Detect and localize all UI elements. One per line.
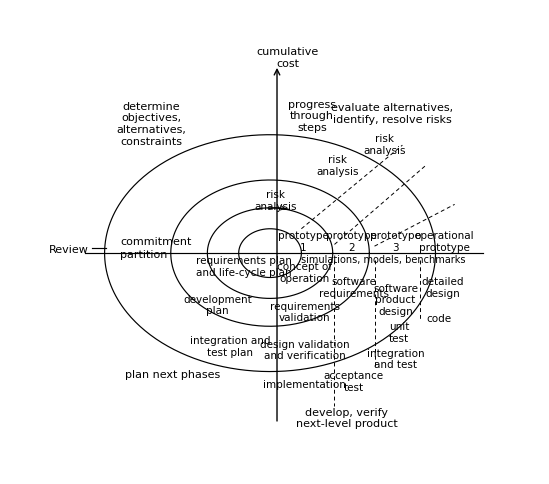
Text: detailed
design: detailed design <box>421 277 464 299</box>
Text: requirements
validation: requirements validation <box>270 302 340 323</box>
Text: integration and
test plan: integration and test plan <box>190 336 270 358</box>
Text: progress
through
steps: progress through steps <box>288 100 336 133</box>
Text: commitment: commitment <box>120 237 192 246</box>
Text: Review: Review <box>49 244 89 255</box>
Text: risk
analysis: risk analysis <box>364 135 406 156</box>
Text: implementation: implementation <box>264 380 346 391</box>
Text: cumulative
cost: cumulative cost <box>256 47 318 69</box>
Text: risk
analysis: risk analysis <box>317 155 359 177</box>
Text: software
requirements: software requirements <box>318 277 389 299</box>
Text: partition: partition <box>120 250 167 260</box>
Text: operational
prototype: operational prototype <box>414 231 474 253</box>
Text: code: code <box>427 314 451 324</box>
Text: plan next phases: plan next phases <box>125 370 220 380</box>
Text: acceptance
test: acceptance test <box>323 371 384 393</box>
Text: development
plan: development plan <box>183 295 252 316</box>
Text: concept of
operation: concept of operation <box>277 262 332 284</box>
Text: simulations, models, benchmarks: simulations, models, benchmarks <box>301 255 466 265</box>
Text: determine
objectives,
alternatives,
constraints: determine objectives, alternatives, cons… <box>117 102 187 147</box>
Text: develop, verify
next-level product: develop, verify next-level product <box>296 408 397 429</box>
Text: prototype
1: prototype 1 <box>278 231 328 253</box>
Text: integration
and test: integration and test <box>367 348 424 370</box>
Text: risk
analysis: risk analysis <box>254 190 296 212</box>
Text: requirements plan
and life-cycle plan: requirements plan and life-cycle plan <box>196 256 292 278</box>
Text: evaluate alternatives,
identify, resolve risks: evaluate alternatives, identify, resolve… <box>331 103 453 124</box>
Text: design validation
and verification: design validation and verification <box>260 340 350 362</box>
Text: unit
test: unit test <box>389 322 409 344</box>
Text: prototype
3: prototype 3 <box>370 231 421 253</box>
Text: prototype
2: prototype 2 <box>327 231 377 253</box>
Text: software
product
design: software product design <box>373 284 418 317</box>
